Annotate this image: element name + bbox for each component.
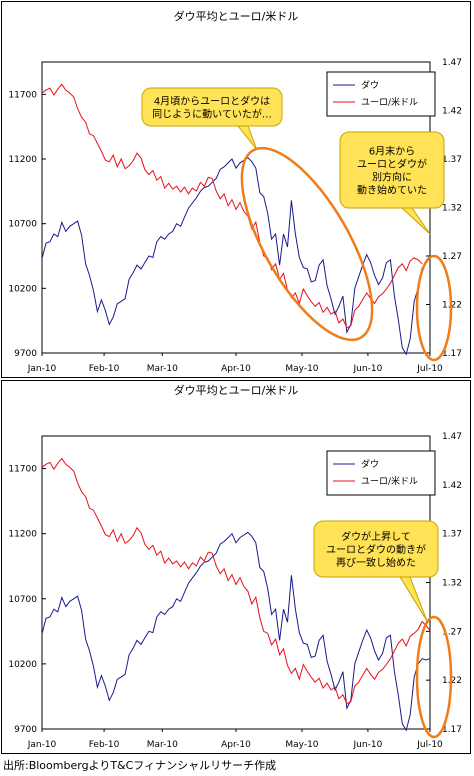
source-note: 出所:BloombergよりT&Cフィナンシャルリサーチ作成 xyxy=(3,759,277,772)
chart-panel-top: ダウ平均とユーロ/米ドル 11700 11200 10700 10200 9700 1.47… xyxy=(1,1,471,378)
legend-label-eurusd: ユーロ/米ドル xyxy=(361,96,418,108)
callout-text-line: 動き始めていた xyxy=(357,184,427,197)
x-tick-label: Apr-10 xyxy=(221,740,251,750)
legend-box xyxy=(326,450,436,496)
legend-label-dow: ダウ xyxy=(361,79,379,91)
y-right-tick-label: 1.32 xyxy=(442,579,462,589)
y-left-tick-label: 9700 xyxy=(14,349,37,359)
y-right-tick-label: 1.27 xyxy=(442,252,462,262)
chart-title: ダウ平均とユーロ/米ドル xyxy=(174,9,299,23)
y-right-tick-label: 1.17 xyxy=(442,725,462,735)
x-tick-label: Jan-10 xyxy=(27,740,57,750)
series-line-dow xyxy=(41,157,423,356)
legend-label-eurusd: ユーロ/米ドル xyxy=(361,475,418,487)
x-tick-label: May-10 xyxy=(285,364,318,374)
callout-box xyxy=(141,87,283,127)
y-left-tick-label: 10700 xyxy=(8,595,37,605)
series-line-eurusd xyxy=(41,83,423,329)
y-left-tick-label: 10200 xyxy=(8,284,37,294)
callout-text-line: ユーロとダウが xyxy=(357,158,427,171)
x-tick-label: Jan-10 xyxy=(27,364,57,374)
y-right-tick-label: 1.32 xyxy=(442,204,462,214)
callout-box xyxy=(339,131,445,209)
x-tick-label: Feb-10 xyxy=(89,740,120,750)
x-tick-label: Feb-10 xyxy=(89,364,120,374)
y-right-tick-label: 1.47 xyxy=(442,58,462,68)
x-tick-label: Mar-10 xyxy=(147,364,178,374)
callout-text-line: 再び一致し始めた xyxy=(336,556,416,569)
callout-text-line: 別方向に xyxy=(372,171,412,184)
y-right-tick-label: 1.37 xyxy=(442,155,462,165)
y-left-tick-label: 9700 xyxy=(14,725,37,735)
series-line-dow xyxy=(41,531,431,732)
legend-box xyxy=(326,71,436,117)
callout-text-line: ダウが上昇して xyxy=(341,530,411,543)
y-right-tick-label: 1.27 xyxy=(442,627,462,637)
y-right-tick-label: 1.42 xyxy=(442,481,462,491)
y-left-tick-label: 11700 xyxy=(8,465,37,475)
x-tick-label: May-10 xyxy=(285,740,318,750)
series-line-eurusd xyxy=(41,457,431,705)
callout-pointer xyxy=(236,125,258,151)
x-tick-label: Mar-10 xyxy=(147,740,178,750)
y-left-tick-label: 10200 xyxy=(8,660,37,670)
chart-svg-bottom: ダウ平均とユーロ/米ドル 11700 11200 10700 10200 9700 1.47… xyxy=(8,383,462,750)
x-tick-label: Jun-10 xyxy=(353,740,383,750)
y-left-tick-label: 11200 xyxy=(8,530,37,540)
highlight-ellipse xyxy=(415,615,453,739)
callout-text-line: 6月末から xyxy=(369,145,415,158)
y-left-tick-label: 11700 xyxy=(8,90,37,100)
y-left-tick-label: 11200 xyxy=(8,155,37,165)
chart-panel-bottom: ダウ平均とユーロ/米ドル 11700 11200 10700 10200 9700 1.47… xyxy=(1,380,471,754)
y-left-tick-label: 10700 xyxy=(8,220,37,230)
x-tick-label: Jul-10 xyxy=(416,740,443,750)
callout-text-line: 4月頃からユーロとダウは xyxy=(154,95,270,108)
callout-pointer xyxy=(400,207,431,235)
callout-box xyxy=(313,520,439,578)
y-right-tick-label: 1.42 xyxy=(442,107,462,117)
x-tick-label: Apr-10 xyxy=(221,364,251,374)
x-tick-label: Jun-10 xyxy=(353,364,383,374)
y-right-tick-label: 1.47 xyxy=(442,432,462,442)
y-right-tick-label: 1.17 xyxy=(442,349,462,359)
legend-label-dow: ダウ xyxy=(361,458,379,470)
callout-text-line: ユーロとダウの動きが xyxy=(326,543,426,556)
callout-pointer xyxy=(399,576,428,622)
callout-text-line: 同じように動いていたが… xyxy=(152,108,272,121)
highlight-ellipse xyxy=(240,146,374,342)
x-tick-label: Jul-10 xyxy=(416,364,443,374)
y-right-tick-label: 1.37 xyxy=(442,530,462,540)
chart-title: ダウ平均とユーロ/米ドル xyxy=(174,383,299,397)
highlight-ellipse xyxy=(415,254,453,362)
chart-svg-top: ダウ平均とユーロ/米ドル 11700 11200 10700 10200 9700 1.47… xyxy=(8,9,462,374)
